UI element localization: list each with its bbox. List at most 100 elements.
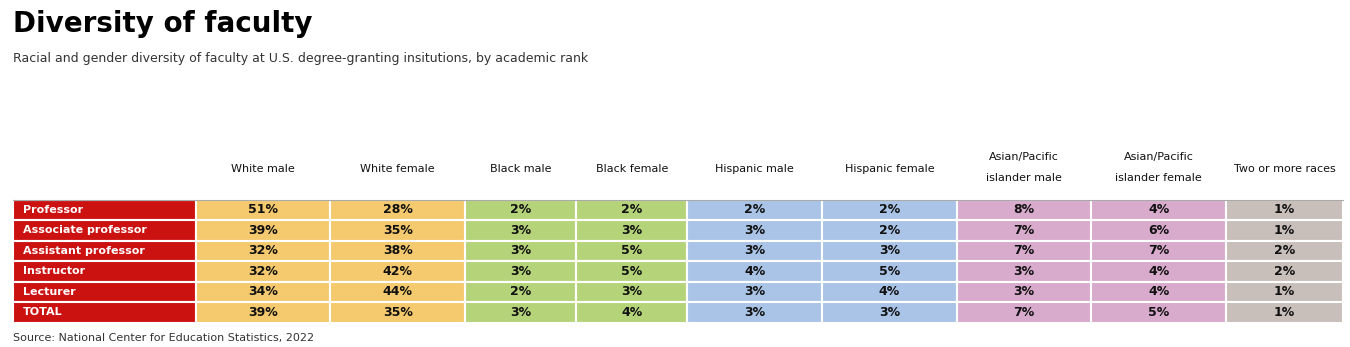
Bar bbox=[464, 282, 576, 302]
Text: Racial and gender diversity of faculty at U.S. degree-granting insitutions, by a: Racial and gender diversity of faculty a… bbox=[14, 52, 589, 65]
Text: Instructor: Instructor bbox=[23, 266, 85, 276]
Text: 4%: 4% bbox=[1148, 286, 1169, 298]
Bar bbox=[331, 261, 464, 282]
Text: 1%: 1% bbox=[1274, 224, 1295, 237]
Text: 3%: 3% bbox=[621, 286, 643, 298]
Text: 3%: 3% bbox=[879, 244, 900, 257]
Text: 1%: 1% bbox=[1274, 306, 1295, 319]
Bar bbox=[576, 200, 687, 220]
Bar bbox=[196, 220, 331, 240]
Text: 3%: 3% bbox=[879, 306, 900, 319]
Text: 3%: 3% bbox=[510, 306, 531, 319]
Bar bbox=[576, 261, 687, 282]
Text: Black male: Black male bbox=[490, 164, 551, 174]
Text: islander male: islander male bbox=[986, 173, 1062, 183]
Bar bbox=[196, 200, 331, 220]
Text: Professor: Professor bbox=[23, 205, 82, 215]
Text: 7%: 7% bbox=[1014, 224, 1034, 237]
Bar bbox=[957, 302, 1091, 323]
Bar bbox=[14, 261, 196, 282]
Bar bbox=[196, 282, 331, 302]
Bar bbox=[1091, 282, 1226, 302]
Bar bbox=[1226, 200, 1343, 220]
Bar bbox=[576, 302, 687, 323]
Bar bbox=[822, 282, 957, 302]
Text: 35%: 35% bbox=[382, 224, 413, 237]
Bar bbox=[14, 302, 196, 323]
Bar bbox=[957, 261, 1091, 282]
Text: 3%: 3% bbox=[621, 224, 643, 237]
Bar bbox=[957, 200, 1091, 220]
Bar bbox=[1226, 282, 1343, 302]
Text: 39%: 39% bbox=[248, 306, 278, 319]
Text: 2%: 2% bbox=[879, 224, 900, 237]
Bar bbox=[196, 240, 331, 261]
Text: 2%: 2% bbox=[744, 203, 765, 216]
Bar bbox=[464, 200, 576, 220]
Text: Diversity of faculty: Diversity of faculty bbox=[14, 10, 313, 39]
Text: 2%: 2% bbox=[1274, 244, 1295, 257]
Text: 5%: 5% bbox=[621, 244, 643, 257]
Text: 3%: 3% bbox=[510, 265, 531, 278]
Bar bbox=[576, 282, 687, 302]
Bar bbox=[331, 302, 464, 323]
Bar bbox=[464, 240, 576, 261]
Bar bbox=[464, 261, 576, 282]
Text: 32%: 32% bbox=[248, 265, 278, 278]
Bar bbox=[1091, 200, 1226, 220]
Bar bbox=[957, 282, 1091, 302]
Text: 6%: 6% bbox=[1148, 224, 1169, 237]
Text: 38%: 38% bbox=[383, 244, 413, 257]
Text: Source: National Center for Education Statistics, 2022: Source: National Center for Education St… bbox=[14, 333, 315, 343]
Bar bbox=[822, 240, 957, 261]
Text: 2%: 2% bbox=[510, 286, 531, 298]
Bar bbox=[1226, 302, 1343, 323]
Text: Two or more races: Two or more races bbox=[1234, 164, 1335, 174]
Bar bbox=[957, 220, 1091, 240]
Text: 8%: 8% bbox=[1014, 203, 1034, 216]
Bar bbox=[14, 282, 196, 302]
Text: 2%: 2% bbox=[879, 203, 900, 216]
Bar bbox=[1091, 261, 1226, 282]
Text: 39%: 39% bbox=[248, 224, 278, 237]
Text: 7%: 7% bbox=[1014, 306, 1034, 319]
Bar bbox=[14, 220, 196, 240]
Text: Lecturer: Lecturer bbox=[23, 287, 76, 297]
Bar bbox=[1226, 240, 1343, 261]
Text: 7%: 7% bbox=[1148, 244, 1169, 257]
Text: 28%: 28% bbox=[382, 203, 413, 216]
Text: White female: White female bbox=[360, 164, 435, 174]
Text: 3%: 3% bbox=[510, 244, 531, 257]
Bar bbox=[957, 240, 1091, 261]
Text: Hispanic male: Hispanic male bbox=[716, 164, 794, 174]
Text: 5%: 5% bbox=[1148, 306, 1169, 319]
Text: 3%: 3% bbox=[744, 306, 765, 319]
Text: Associate professor: Associate professor bbox=[23, 225, 147, 235]
Bar bbox=[331, 282, 464, 302]
Bar bbox=[14, 200, 196, 220]
Text: 4%: 4% bbox=[1148, 265, 1169, 278]
Text: Assistant professor: Assistant professor bbox=[23, 246, 144, 256]
Text: 3%: 3% bbox=[510, 224, 531, 237]
Text: Asian/Pacific: Asian/Pacific bbox=[990, 152, 1058, 162]
Text: 2%: 2% bbox=[621, 203, 643, 216]
Bar bbox=[822, 220, 957, 240]
Text: 3%: 3% bbox=[744, 286, 765, 298]
Bar bbox=[14, 240, 196, 261]
Text: 4%: 4% bbox=[1148, 203, 1169, 216]
Text: 1%: 1% bbox=[1274, 286, 1295, 298]
Bar bbox=[331, 200, 464, 220]
Bar bbox=[687, 240, 822, 261]
Bar bbox=[687, 261, 822, 282]
Bar bbox=[464, 220, 576, 240]
Bar bbox=[196, 302, 331, 323]
Text: 3%: 3% bbox=[1014, 286, 1034, 298]
Text: 3%: 3% bbox=[744, 244, 765, 257]
Text: Hispanic female: Hispanic female bbox=[845, 164, 934, 174]
Bar bbox=[331, 220, 464, 240]
Bar bbox=[687, 282, 822, 302]
Bar bbox=[822, 261, 957, 282]
Bar bbox=[1226, 220, 1343, 240]
Bar bbox=[687, 220, 822, 240]
Text: 2%: 2% bbox=[1274, 265, 1295, 278]
